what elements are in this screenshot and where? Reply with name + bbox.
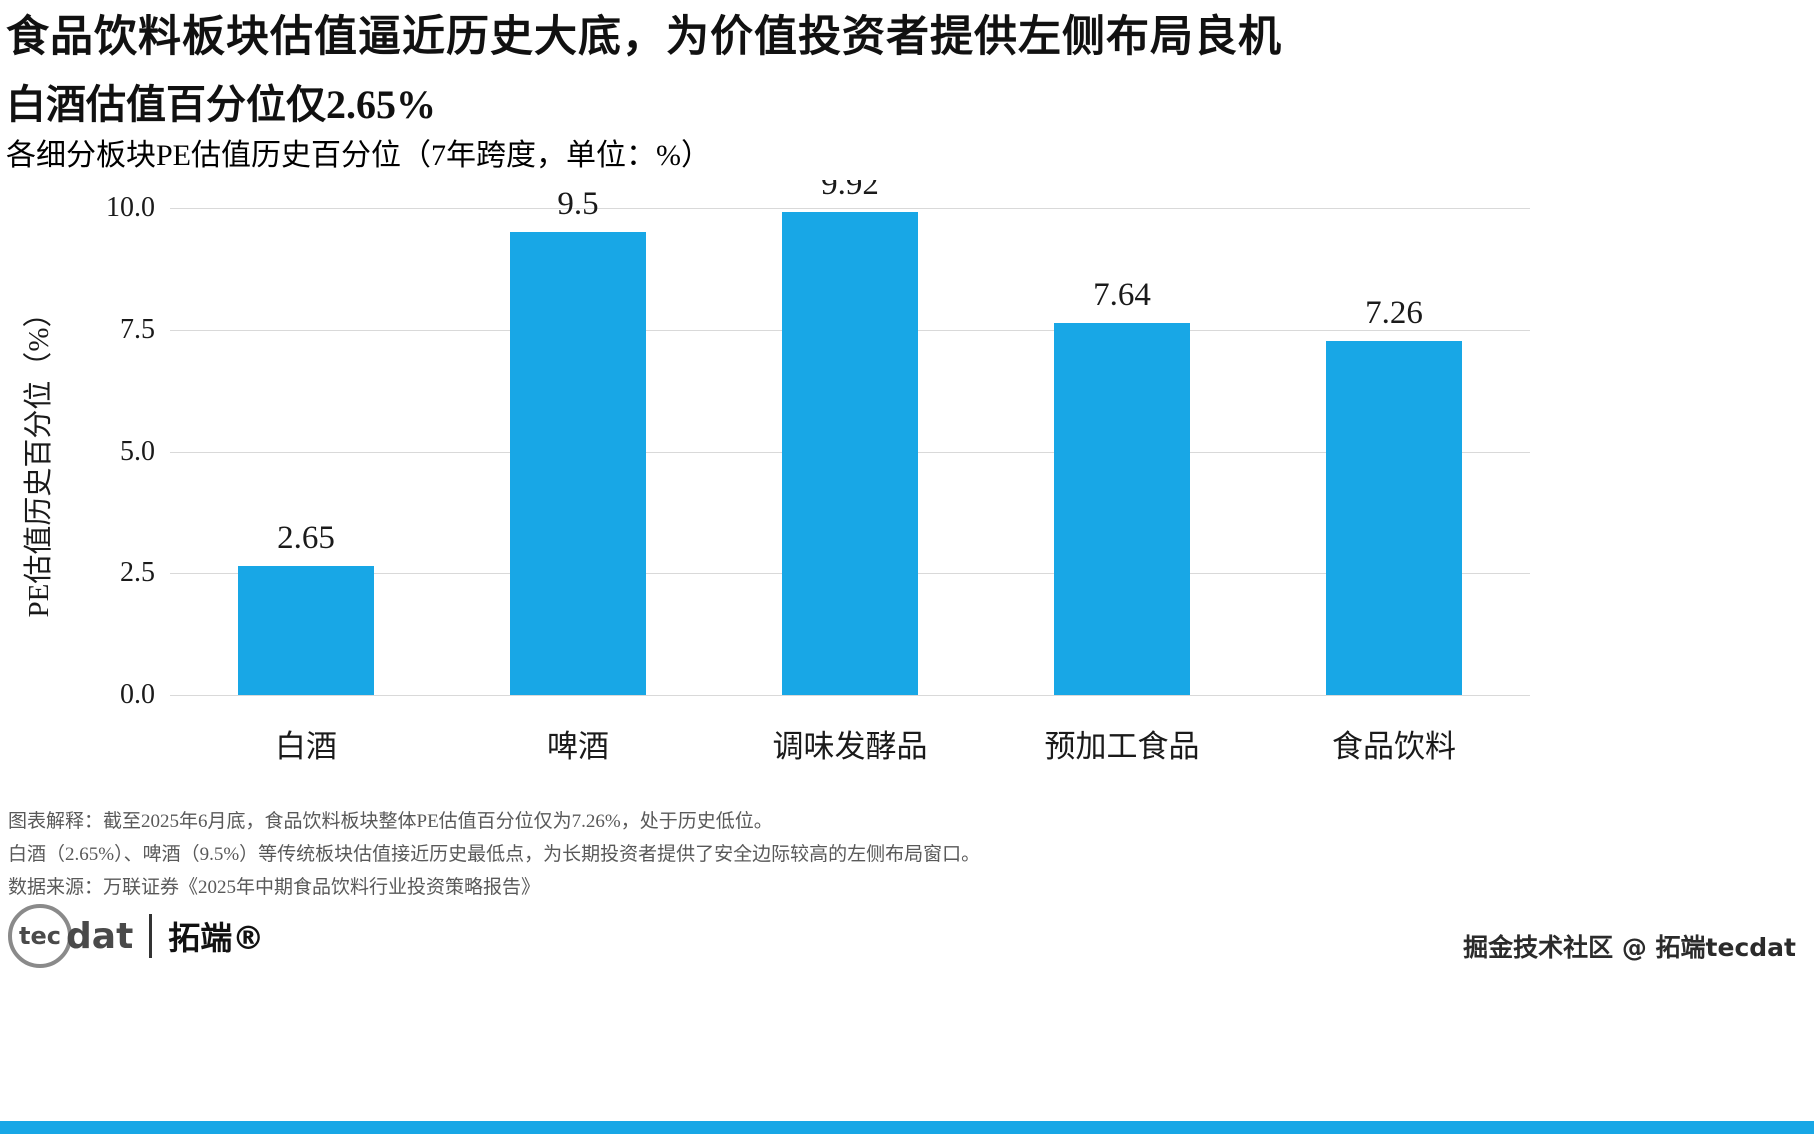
x-tick-label: 啤酒 xyxy=(547,729,609,764)
chart-notes: 图表解释：截至2025年6月底，食品饮料板块整体PE估值百分位仅为7.26%，处… xyxy=(8,806,1788,905)
gridline xyxy=(170,695,1530,696)
chart-note-1: 图表解释：截至2025年6月底，食品饮料板块整体PE估值百分位仅为7.26%，处… xyxy=(8,811,773,832)
y-tick-label: 7.5 xyxy=(120,313,155,345)
bar-3 xyxy=(782,211,918,695)
bar-1 xyxy=(238,565,374,695)
logo-text: dat xyxy=(66,915,134,957)
x-tick-label: 食品饮料 xyxy=(1332,729,1456,764)
y-tick-label: 2.5 xyxy=(120,557,155,589)
chart-note-2: 白酒（2.65%）、啤酒（9.5%）等传统板块估值接近历史最低点，为长期投资者提… xyxy=(8,844,981,865)
plot-area: 0.0 2.5 5.0 7.5 10.0 2.65 白酒 9.5 啤酒 9.92 调味发酵品 7.64… xyxy=(106,180,1530,764)
bar-chart: PE估值历史百分位（%） 0.0 2.5 5.0 7.5 10.0 2.65 白酒 9.5 啤酒… xyxy=(0,180,1814,795)
bar-value-label: 7.26 xyxy=(1365,295,1423,332)
y-tick-label: 10.0 xyxy=(106,192,155,223)
logo-divider xyxy=(149,914,153,958)
y-axis-label: PE估值历史百分位（%） xyxy=(23,298,55,618)
logo-brand-name: 拓端® xyxy=(168,919,265,957)
community-watermark: 掘金技术社区 @ 拓端tecdat xyxy=(1463,933,1796,962)
bar-value-label: 7.64 xyxy=(1093,276,1151,313)
bar-4 xyxy=(1054,322,1190,695)
bar-value-label: 2.65 xyxy=(277,519,335,556)
bar-value-label: 9.92 xyxy=(821,180,879,202)
chart-subtitle: 各细分板块PE估值历史百分位（7年跨度，单位：%） xyxy=(6,139,711,172)
bottom-accent-bar xyxy=(0,1121,1814,1134)
data-source-note: 数据来源：万联证券《2025年中期食品饮料行业投资策略报告》 xyxy=(8,877,541,898)
y-tick-label: 0.0 xyxy=(120,679,155,710)
bar-value-label: 9.5 xyxy=(557,186,599,223)
x-tick-label: 白酒 xyxy=(275,729,337,764)
x-tick-label: 预加工食品 xyxy=(1044,729,1200,764)
x-tick-label: 调味发酵品 xyxy=(772,729,928,764)
main-title-line2: 白酒估值百分位仅2.65% xyxy=(6,82,436,127)
logo-circle: tec xyxy=(8,904,72,968)
gridline xyxy=(170,208,1530,209)
main-title-line1: 食品饮料板块估值逼近历史大底，为价值投资者提供左侧布局良机 xyxy=(6,14,1282,61)
tecdat-logo: tec dat 拓端® xyxy=(8,900,264,972)
bar-2 xyxy=(510,232,646,695)
bar-5 xyxy=(1326,341,1462,695)
y-tick-label: 5.0 xyxy=(120,435,155,467)
